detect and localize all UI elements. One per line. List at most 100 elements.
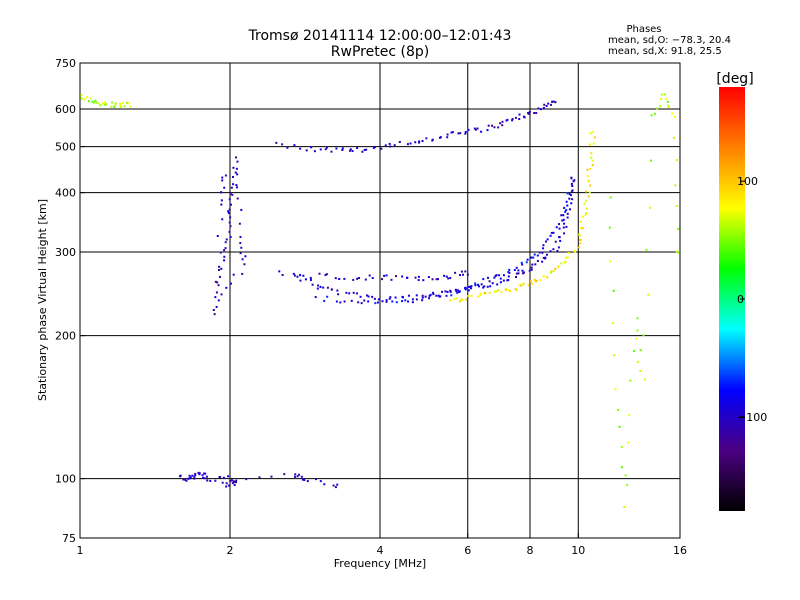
data-point (241, 258, 244, 261)
data-point (229, 216, 232, 219)
data-point (508, 268, 511, 271)
data-point (458, 274, 461, 277)
data-point (550, 271, 553, 274)
data-point (119, 104, 122, 107)
data-point (223, 249, 226, 252)
data-point (299, 147, 302, 150)
data-point (90, 97, 93, 100)
colorbar-ticks: 100 0 −100 (737, 175, 767, 424)
data-point (666, 100, 669, 103)
data-point (194, 474, 197, 477)
data-point (645, 248, 648, 251)
colorbar-tick-label: 0 (737, 293, 744, 306)
data-point (225, 485, 228, 488)
data-point (234, 171, 237, 174)
data-point (219, 251, 222, 254)
data-point (188, 474, 191, 477)
data-point (493, 276, 496, 279)
data-point (464, 270, 467, 273)
data-point (231, 193, 234, 196)
data-point (425, 137, 428, 140)
data-point (231, 175, 234, 178)
data-point (517, 269, 520, 272)
data-point (227, 484, 230, 487)
x-axis-ticks: 1 2 4 6 8 10 16 (77, 533, 687, 557)
data-point (101, 102, 104, 105)
data-point (505, 288, 508, 291)
data-point (286, 146, 289, 149)
data-point (381, 278, 384, 281)
data-point (391, 300, 394, 303)
data-point (281, 273, 284, 276)
data-point (228, 208, 231, 211)
data-point (580, 226, 583, 229)
colorbar-tick-label: −100 (737, 411, 767, 424)
data-point (278, 270, 281, 273)
data-point (584, 213, 587, 216)
data-point (544, 240, 547, 243)
data-point (427, 276, 430, 279)
data-point (223, 255, 226, 258)
data-point (477, 295, 480, 298)
data-point (569, 194, 572, 197)
data-point (221, 218, 224, 221)
data-point (437, 294, 440, 297)
data-point (235, 184, 238, 187)
data-point (498, 274, 501, 277)
data-point (235, 167, 238, 170)
data-point (501, 124, 504, 127)
data-point (464, 130, 467, 133)
data-point (439, 136, 442, 139)
data-point (629, 379, 632, 382)
data-point (585, 207, 588, 210)
data-point (367, 295, 370, 298)
data-point (197, 471, 200, 474)
data-point (417, 279, 420, 282)
data-point (482, 286, 485, 289)
data-point (620, 466, 623, 469)
data-point (647, 293, 650, 296)
data-point (535, 112, 538, 115)
y-tick-label: 750 (55, 57, 76, 70)
data-point (185, 479, 188, 482)
data-point (203, 477, 206, 480)
data-point (564, 210, 567, 213)
data-point (325, 273, 328, 276)
data-point (464, 132, 467, 135)
data-point (589, 167, 592, 170)
data-point (91, 100, 94, 103)
data-point (592, 142, 595, 145)
data-point (187, 477, 190, 480)
data-point (460, 270, 463, 273)
data-point (559, 239, 562, 242)
data-point (316, 287, 319, 290)
data-point (487, 124, 490, 127)
data-point (97, 102, 100, 105)
data-point (643, 378, 646, 381)
data-point (95, 101, 98, 104)
data-point (380, 147, 383, 150)
data-point (223, 186, 226, 189)
data-point (232, 166, 235, 169)
data-point (454, 288, 457, 291)
data-point (570, 177, 573, 180)
data-point (535, 279, 538, 282)
data-point (520, 284, 523, 287)
data-point (364, 278, 367, 281)
data-point (558, 223, 561, 226)
data-point (402, 296, 405, 299)
data-point (577, 246, 580, 249)
data-point (564, 260, 567, 263)
data-point (80, 97, 83, 100)
data-point (488, 292, 491, 295)
data-point (590, 152, 593, 155)
y-tick-label: 75 (62, 532, 76, 545)
data-point (609, 196, 612, 199)
data-point (206, 479, 209, 482)
data-point (372, 146, 375, 149)
phase-stats-o-line: mean, sd,O: −78.3, 20.4 (608, 35, 731, 46)
data-point (236, 186, 239, 189)
data-point (507, 271, 510, 274)
data-point (445, 275, 448, 278)
data-point (562, 226, 565, 229)
